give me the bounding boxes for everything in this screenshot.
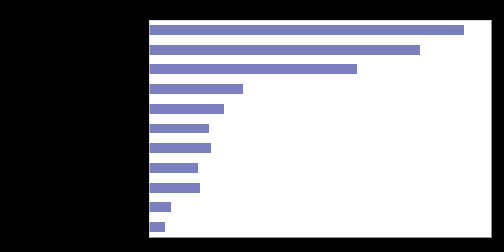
Bar [149,222,165,232]
Bar [149,65,356,74]
Bar [149,104,224,114]
Bar [149,183,200,193]
Bar [149,84,242,94]
Bar [149,25,464,35]
Bar [149,202,171,212]
Bar [149,143,211,153]
Bar [149,123,210,134]
Bar [149,163,199,173]
Bar [149,45,419,55]
